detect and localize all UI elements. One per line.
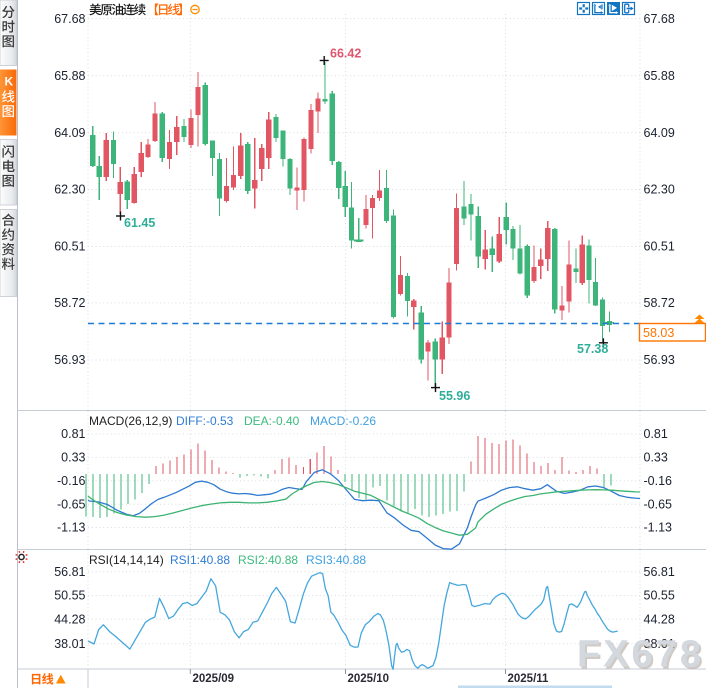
svg-text:RSI2:40.88: RSI2:40.88	[238, 553, 298, 567]
svg-text:60.51: 60.51	[644, 240, 675, 254]
svg-text:56.81: 56.81	[644, 565, 675, 579]
svg-text:67.68: 67.68	[644, 12, 675, 26]
svg-text:-0.16: -0.16	[644, 474, 673, 488]
svg-text:0.33: 0.33	[61, 451, 85, 465]
svg-text:DEA:-0.40: DEA:-0.40	[244, 414, 300, 428]
svg-text:50.55: 50.55	[54, 589, 85, 603]
svg-text:0.81: 0.81	[61, 427, 85, 441]
svg-text:58.72: 58.72	[644, 296, 675, 310]
svg-text:2025/10: 2025/10	[348, 673, 390, 685]
svg-text:DIFF:-0.53: DIFF:-0.53	[176, 414, 234, 428]
svg-text:-1.13: -1.13	[644, 521, 673, 535]
svg-text:-0.65: -0.65	[644, 497, 673, 511]
svg-text:56.93: 56.93	[54, 353, 85, 367]
svg-text:57.38: 57.38	[577, 342, 608, 356]
svg-text:58.03: 58.03	[643, 326, 674, 340]
svg-text:61.45: 61.45	[124, 216, 155, 230]
svg-text:MACD:-0.26: MACD:-0.26	[310, 414, 376, 428]
svg-text:64.09: 64.09	[644, 126, 675, 140]
svg-text:RSI3:40.88: RSI3:40.88	[306, 553, 366, 567]
svg-text:65.88: 65.88	[54, 69, 85, 83]
svg-text:38.01: 38.01	[644, 637, 675, 651]
svg-text:62.30: 62.30	[644, 183, 675, 197]
svg-text:55.96: 55.96	[439, 389, 470, 403]
svg-text:50.55: 50.55	[644, 589, 675, 603]
svg-text:62.30: 62.30	[54, 183, 85, 197]
svg-text:44.28: 44.28	[644, 612, 675, 626]
svg-text:-0.16: -0.16	[57, 474, 86, 488]
svg-text:-1.13: -1.13	[57, 521, 86, 535]
svg-text:38.01: 38.01	[54, 637, 85, 651]
svg-text:K: K	[5, 75, 14, 89]
svg-text:FX678: FX678	[577, 634, 704, 676]
svg-text:MACD(26,12,9): MACD(26,12,9)	[89, 414, 172, 428]
svg-text:60.51: 60.51	[54, 240, 85, 254]
svg-text:66.42: 66.42	[330, 47, 361, 61]
svg-text:2025/11: 2025/11	[508, 673, 550, 685]
svg-text:2025/09: 2025/09	[193, 673, 235, 685]
svg-text:58.72: 58.72	[54, 296, 85, 310]
svg-text:56.81: 56.81	[54, 565, 85, 579]
svg-text:-0.65: -0.65	[57, 497, 86, 511]
svg-text:RSI1:40.88: RSI1:40.88	[170, 553, 230, 567]
svg-text:44.28: 44.28	[54, 612, 85, 626]
svg-text:RSI(14,14,14): RSI(14,14,14)	[89, 553, 164, 567]
svg-text:FX678: FX678	[579, 636, 706, 678]
svg-text:64.09: 64.09	[54, 126, 85, 140]
svg-text:56.93: 56.93	[644, 353, 675, 367]
svg-text:0.33: 0.33	[644, 451, 668, 465]
svg-text:67.68: 67.68	[54, 12, 85, 26]
svg-text:65.88: 65.88	[644, 69, 675, 83]
svg-text:0.81: 0.81	[644, 427, 668, 441]
